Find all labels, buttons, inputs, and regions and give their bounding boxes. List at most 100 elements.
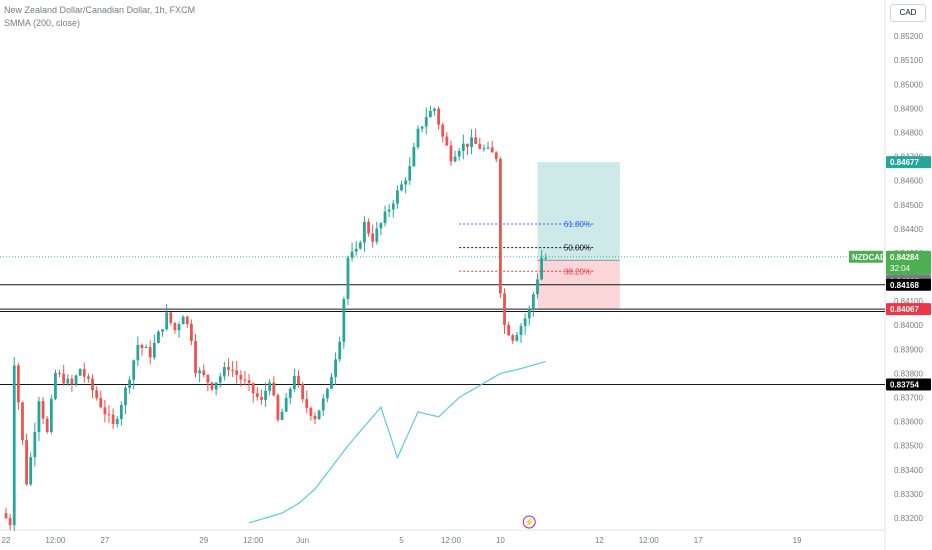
price-tick-label: 0.83700	[894, 394, 923, 403]
candle-body	[404, 180, 408, 185]
candle-body	[424, 117, 428, 127]
candle-body	[375, 228, 379, 242]
stop-price-label-bg	[886, 303, 931, 316]
fib-level-label: 61.80%	[564, 220, 591, 229]
level-price-label: 0.83754	[890, 380, 919, 389]
candle-body	[441, 124, 445, 137]
candle-body	[107, 414, 111, 416]
candle-body	[78, 369, 82, 376]
candle-body	[161, 329, 164, 332]
candle-body	[503, 293, 506, 325]
candle-body	[173, 322, 177, 331]
candle-body	[457, 150, 461, 157]
candle-body	[519, 326, 523, 335]
candle-body	[231, 369, 234, 371]
countdown-label: 32:04	[890, 264, 911, 273]
candle-body	[91, 378, 94, 391]
candle-body	[268, 382, 272, 391]
candle-body	[8, 518, 12, 526]
level-price-label-bg	[886, 378, 931, 391]
candle-body	[363, 221, 366, 243]
candle-body	[124, 387, 127, 406]
symbol-label: NZDCAD	[852, 253, 886, 262]
candle-body	[416, 128, 420, 148]
candle-body	[453, 156, 457, 162]
event-marker-icon	[522, 515, 536, 529]
time-tick-label: 12	[595, 536, 604, 545]
candle-body	[190, 324, 193, 342]
candle-body	[280, 411, 284, 420]
candle-body	[247, 380, 251, 384]
candle-body	[49, 398, 53, 432]
price-tick-label: 0.85000	[894, 80, 923, 89]
candle-body	[379, 223, 383, 229]
fib-level-label: 50.00%	[564, 244, 591, 253]
candle-body	[288, 388, 292, 398]
candle-body	[284, 397, 288, 412]
candle-body	[387, 209, 391, 212]
candle-body	[29, 457, 33, 485]
candle-body	[507, 324, 511, 336]
candle-body	[144, 347, 148, 349]
chart-title: New Zealand Dollar/Canadian Dollar, 1h, …	[4, 5, 196, 15]
candle-body	[470, 137, 473, 147]
candle-body	[499, 159, 502, 294]
candle-body	[354, 248, 358, 252]
candle-body	[185, 316, 189, 325]
symbol-label-bg	[849, 250, 883, 263]
price-tick-label: 0.84900	[894, 104, 923, 113]
candle-body	[119, 405, 123, 419]
time-tick-label: 12:00	[639, 536, 660, 545]
candle-body	[54, 372, 57, 399]
candle-body	[420, 126, 424, 129]
candle-body	[4, 513, 8, 519]
price-tick-label: 0.83600	[894, 418, 923, 427]
price-tick-label: 0.84000	[894, 321, 923, 330]
candle-body	[198, 370, 202, 374]
candle-body	[334, 359, 337, 377]
price-tick-label: 0.84400	[894, 225, 923, 234]
candle-body	[169, 312, 173, 323]
candle-body	[342, 299, 346, 342]
candle-body	[511, 335, 515, 341]
candle-body	[206, 374, 210, 383]
candle-body	[346, 257, 350, 300]
event-marker-glyph: ⚡	[524, 517, 534, 527]
level-price-label: 0.84168	[890, 281, 919, 290]
price-tick-label: 0.83900	[894, 345, 923, 354]
candle-body	[461, 143, 465, 151]
candle-body	[433, 108, 436, 111]
price-tick-label: 0.83500	[894, 442, 923, 451]
indicator-legend[interactable]: SMMA (200, close)	[4, 18, 81, 28]
candle-body	[255, 393, 259, 397]
price-tick-label: 0.84800	[894, 129, 923, 138]
candle-body	[301, 383, 305, 400]
candle-body	[243, 379, 247, 381]
time-tick-label: 19	[793, 536, 802, 545]
price-tick-label: 0.85100	[894, 56, 923, 65]
candle-body	[494, 152, 498, 160]
price-tick-label: 0.84100	[894, 297, 923, 306]
last-price-label-bg	[886, 250, 931, 275]
candle-body	[313, 415, 317, 420]
level-price-label-bg	[886, 278, 931, 291]
price-tick-label: 0.83800	[894, 369, 923, 378]
time-tick-label: 5	[399, 536, 404, 545]
price-tick-label: 0.84500	[894, 201, 923, 210]
candle-body	[62, 373, 66, 384]
candle-body	[148, 347, 152, 358]
candle-body	[222, 367, 226, 377]
candle-body	[527, 309, 531, 319]
candle-body	[251, 383, 255, 394]
candle-body	[41, 401, 45, 419]
currency-button[interactable]: CAD	[890, 4, 926, 22]
candle-body	[218, 376, 222, 383]
candle-body	[103, 407, 107, 415]
candle-body	[396, 190, 399, 204]
candle-body	[157, 331, 160, 343]
candle-body	[383, 211, 387, 224]
candle-body	[33, 431, 37, 458]
candle-body	[490, 147, 494, 153]
candle-body	[214, 382, 218, 390]
